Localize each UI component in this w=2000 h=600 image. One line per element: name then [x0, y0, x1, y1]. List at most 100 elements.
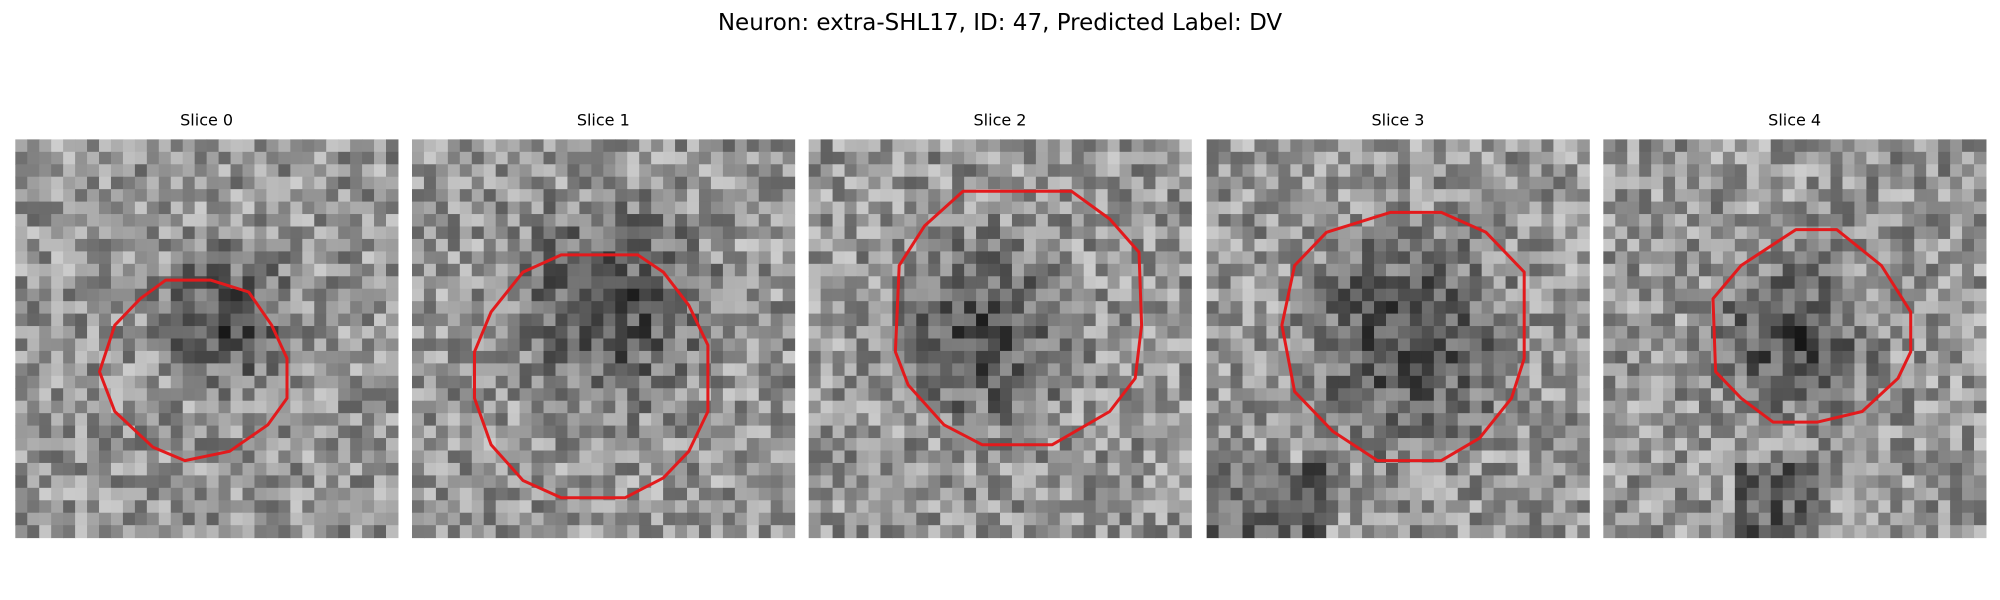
- pixel: [1011, 176, 1025, 190]
- pixel: [698, 363, 712, 377]
- pixel: [1469, 475, 1483, 489]
- pixel: [447, 189, 461, 203]
- pixel: [1926, 164, 1939, 178]
- pixel: [134, 326, 148, 339]
- pixel: [1374, 326, 1387, 339]
- pixel: [1854, 475, 1867, 489]
- pixel: [1722, 214, 1736, 227]
- pixel: [856, 475, 869, 489]
- pixel: [110, 189, 124, 203]
- pixel: [770, 214, 784, 227]
- pixel: [1698, 238, 1712, 252]
- pixel: [1758, 139, 1772, 153]
- pixel: [1242, 251, 1255, 265]
- pixel: [1698, 263, 1712, 277]
- pixel: [1469, 525, 1483, 539]
- pixel: [820, 226, 834, 240]
- pixel: [1155, 201, 1168, 215]
- pixel: [1603, 201, 1616, 215]
- pixel: [904, 363, 917, 377]
- pixel: [1107, 313, 1121, 327]
- pixel: [1167, 475, 1180, 489]
- pixel: [230, 201, 244, 215]
- pixel: [892, 326, 905, 339]
- pixel: [1746, 176, 1760, 190]
- pixel: [507, 201, 521, 215]
- pixel: [1143, 176, 1156, 190]
- pixel: [386, 413, 399, 427]
- pixel: [904, 326, 917, 339]
- pixel: [182, 462, 196, 476]
- pixel: [110, 263, 124, 277]
- pixel: [1962, 263, 1975, 277]
- pixel: [868, 375, 881, 389]
- pixel: [1278, 189, 1291, 203]
- pixel: [1397, 413, 1411, 427]
- pixel: [782, 313, 796, 327]
- pixel: [1035, 425, 1049, 439]
- pixel: [832, 263, 846, 277]
- pixel: [1698, 276, 1712, 290]
- pixel: [808, 176, 822, 190]
- pixel: [1926, 438, 1939, 451]
- pixel: [1059, 226, 1073, 240]
- pixel: [507, 500, 521, 514]
- pixel: [1011, 226, 1025, 240]
- pixel: [1107, 151, 1121, 165]
- pixel: [423, 413, 437, 427]
- pixel: [639, 512, 652, 526]
- pixel: [746, 338, 760, 352]
- pixel: [15, 400, 28, 414]
- pixel: [1722, 388, 1736, 402]
- pixel: [290, 425, 303, 439]
- pixel: [1023, 363, 1037, 377]
- pixel: [615, 462, 628, 476]
- pixel: [1830, 338, 1843, 352]
- pixel: [386, 288, 399, 302]
- pixel: [290, 525, 303, 539]
- pixel: [722, 438, 736, 451]
- pixel: [746, 288, 760, 302]
- pixel: [1143, 450, 1156, 464]
- pixel: [302, 189, 315, 203]
- pixel: [555, 525, 568, 539]
- pixel: [1047, 512, 1061, 526]
- pixel: [1023, 164, 1037, 178]
- pixel: [1577, 413, 1590, 427]
- pixel: [988, 462, 1001, 476]
- pixel: [1242, 139, 1255, 153]
- pixel: [1627, 201, 1640, 215]
- pixel: [1493, 176, 1507, 190]
- pixel: [1107, 487, 1121, 501]
- pixel: [579, 288, 592, 302]
- pixel: [1083, 139, 1097, 153]
- pixel: [722, 525, 736, 539]
- pixel: [1218, 214, 1232, 227]
- pixel: [1326, 462, 1339, 476]
- pixel: [663, 201, 676, 215]
- pixel: [1230, 425, 1244, 439]
- pixel: [1095, 238, 1109, 252]
- pixel: [1421, 475, 1435, 489]
- pixel: [1663, 139, 1676, 153]
- pixel: [1206, 525, 1220, 539]
- pixel: [1603, 363, 1616, 377]
- pixel: [687, 375, 700, 389]
- pixel: [1710, 475, 1724, 489]
- pixel: [1397, 462, 1411, 476]
- pixel: [1603, 425, 1616, 439]
- pixel: [1675, 238, 1688, 252]
- pixel: [710, 338, 724, 352]
- pixel: [1155, 176, 1168, 190]
- pixel: [782, 201, 796, 215]
- pixel: [1758, 226, 1772, 240]
- pixel: [1000, 326, 1013, 339]
- pixel: [1059, 276, 1073, 290]
- pixel: [266, 288, 279, 302]
- pixel: [302, 226, 315, 240]
- pixel: [1938, 139, 1951, 153]
- pixel: [507, 475, 521, 489]
- pixel: [1493, 214, 1507, 227]
- pixel: [1890, 350, 1903, 364]
- pixel: [1651, 288, 1664, 302]
